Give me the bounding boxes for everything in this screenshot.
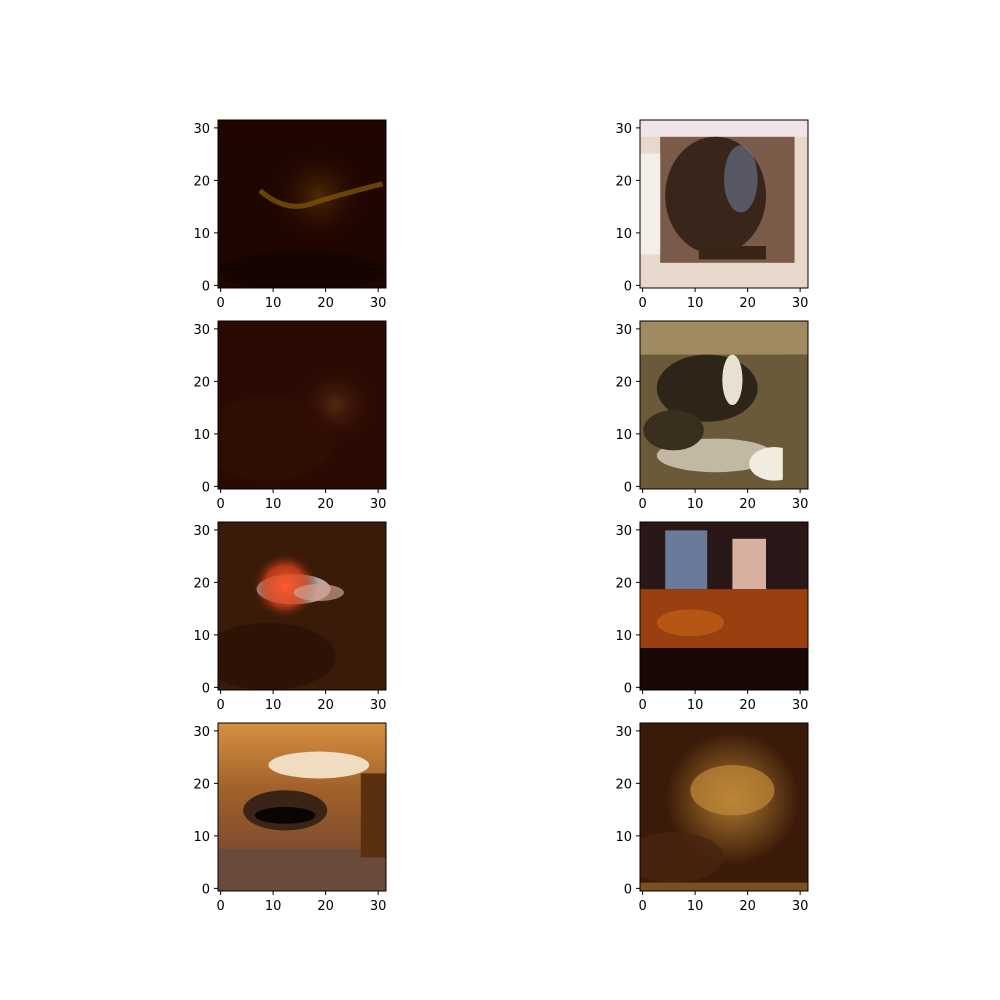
panel-image <box>218 522 386 690</box>
y-tick-label: 20 <box>615 174 632 189</box>
x-tick-label: 0 <box>216 899 224 914</box>
y-tick-label: 0 <box>624 279 632 294</box>
image-panel-3: 0 10 20 30 0 10 20 30 <box>193 320 387 512</box>
x-tick-label: 30 <box>370 296 387 311</box>
x-tick-label: 10 <box>265 296 282 311</box>
y-tick-label: 30 <box>615 122 632 137</box>
y-tick-label: 30 <box>193 524 210 539</box>
y-tick-label: 0 <box>202 681 210 696</box>
axes-frame <box>639 722 809 892</box>
x-tick-label: 30 <box>792 296 809 311</box>
x-tick-label: 0 <box>638 698 646 713</box>
x-tick-label: 0 <box>216 698 224 713</box>
image-panel-5: 0 10 20 30 0 10 20 30 <box>193 521 387 713</box>
y-tick-label: 20 <box>193 375 210 390</box>
x-tick-label: 0 <box>216 497 224 512</box>
axes-frame <box>217 320 387 490</box>
x-tick-label: 10 <box>265 698 282 713</box>
x-tick-label: 0 <box>638 497 646 512</box>
x-tick-label: 20 <box>317 899 334 914</box>
x-tick-label: 30 <box>792 899 809 914</box>
image-panel-6: 0 10 20 30 0 10 20 30 <box>615 521 809 713</box>
axes-frame <box>639 521 809 691</box>
axes-frame <box>217 119 387 289</box>
axes-frame <box>217 521 387 691</box>
image-panel-4: 0 10 20 30 0 10 20 30 <box>615 320 809 512</box>
panel-image <box>218 120 386 288</box>
y-tick-label: 10 <box>193 428 210 443</box>
y-tick-label: 20 <box>193 576 210 591</box>
axes-frame <box>217 722 387 892</box>
x-tick-label: 0 <box>638 899 646 914</box>
y-tick-label: 30 <box>615 725 632 740</box>
y-tick-label: 20 <box>193 174 210 189</box>
x-tick-label: 20 <box>317 497 334 512</box>
y-tick-label: 10 <box>615 830 632 845</box>
x-tick-label: 10 <box>687 899 704 914</box>
y-tick-label: 0 <box>202 279 210 294</box>
y-tick-label: 30 <box>193 725 210 740</box>
axes-frame <box>639 320 809 490</box>
y-tick-label: 0 <box>202 480 210 495</box>
panel-image <box>218 321 386 489</box>
y-tick-label: 20 <box>615 375 632 390</box>
y-tick-label: 10 <box>193 629 210 644</box>
y-tick-label: 30 <box>193 122 210 137</box>
x-tick-label: 20 <box>739 899 756 914</box>
x-tick-label: 10 <box>265 899 282 914</box>
image-panel-8: 0 10 20 30 0 10 20 30 <box>615 722 809 914</box>
y-tick-label: 10 <box>615 428 632 443</box>
y-tick-label: 20 <box>615 777 632 792</box>
panel-image <box>640 321 808 489</box>
x-tick-label: 30 <box>792 497 809 512</box>
x-tick-label: 0 <box>216 296 224 311</box>
x-tick-label: 0 <box>638 296 646 311</box>
y-tick-label: 10 <box>193 830 210 845</box>
x-tick-label: 30 <box>370 698 387 713</box>
panel-image <box>640 522 808 690</box>
y-tick-label: 0 <box>624 882 632 897</box>
x-tick-label: 30 <box>792 698 809 713</box>
x-tick-label: 30 <box>370 497 387 512</box>
x-tick-label: 10 <box>687 296 704 311</box>
panel-image <box>640 120 808 288</box>
panel-image <box>218 723 386 891</box>
image-panel-7: 0 10 20 30 0 10 20 30 <box>193 722 387 914</box>
y-tick-label: 0 <box>624 681 632 696</box>
y-tick-label: 10 <box>193 227 210 242</box>
y-tick-label: 30 <box>615 524 632 539</box>
y-tick-label: 20 <box>193 777 210 792</box>
y-tick-label: 30 <box>193 323 210 338</box>
y-tick-label: 0 <box>202 882 210 897</box>
x-tick-label: 10 <box>265 497 282 512</box>
x-tick-label: 20 <box>739 497 756 512</box>
y-tick-label: 30 <box>615 323 632 338</box>
x-tick-label: 30 <box>370 899 387 914</box>
y-tick-label: 10 <box>615 629 632 644</box>
x-tick-label: 20 <box>739 698 756 713</box>
x-tick-label: 20 <box>739 296 756 311</box>
x-tick-label: 10 <box>687 497 704 512</box>
x-tick-label: 20 <box>317 296 334 311</box>
image-panel-1: 0 10 20 30 0 10 20 30 <box>193 119 387 311</box>
axes-frame <box>639 119 809 289</box>
x-tick-label: 20 <box>317 698 334 713</box>
y-tick-label: 20 <box>615 576 632 591</box>
x-tick-label: 10 <box>687 698 704 713</box>
y-tick-label: 0 <box>624 480 632 495</box>
image-panel-2: 0 10 20 30 0 10 20 30 <box>615 119 809 311</box>
panel-image <box>640 723 808 891</box>
y-tick-label: 10 <box>615 227 632 242</box>
